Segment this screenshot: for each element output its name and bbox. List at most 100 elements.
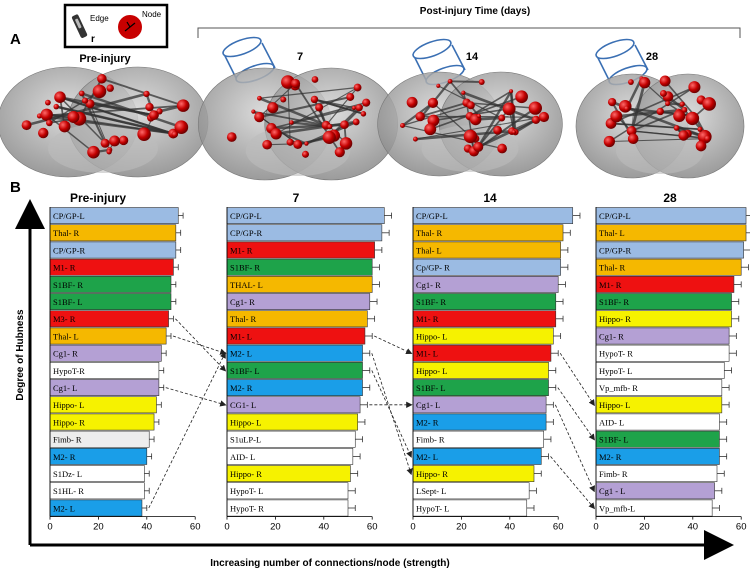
- bar-label: Hippo- L: [599, 400, 630, 410]
- brain-node: [109, 135, 121, 147]
- x-tick-label: 20: [270, 522, 281, 533]
- brain-node: [304, 141, 309, 146]
- brain-node: [360, 111, 367, 117]
- brain-node: [97, 74, 107, 84]
- brain-node: [638, 76, 651, 89]
- rank-change-arrow: [172, 335, 227, 355]
- brain-node: [286, 138, 294, 146]
- brain-node: [424, 123, 437, 136]
- chart-title-28: 28: [663, 191, 677, 205]
- bar-label: CP/GP-L: [53, 211, 85, 221]
- bar-label: S1uLP-L: [230, 435, 261, 445]
- brain-node: [688, 81, 701, 94]
- brain-node: [685, 111, 700, 126]
- brain-node: [118, 135, 129, 146]
- brain-node: [78, 90, 85, 97]
- brain-node: [289, 120, 294, 125]
- bar-label: Cp/GP- R: [416, 263, 450, 273]
- bar-label: M2- L: [53, 503, 75, 513]
- brain-node: [81, 97, 89, 104]
- brain-node: [476, 113, 482, 119]
- bar-label: M1- R: [230, 245, 253, 255]
- bar-label: S1BF- L: [416, 383, 446, 393]
- brain-node: [626, 125, 637, 136]
- brain-node: [67, 111, 80, 123]
- brain-node: [290, 78, 301, 89]
- brain-node: [352, 118, 360, 126]
- bar-label: HypoT- R: [230, 503, 264, 513]
- brain-node: [627, 133, 639, 145]
- brain-node: [226, 132, 237, 142]
- bar-label: M1- R: [599, 280, 622, 290]
- bar-label: HypoT- R: [599, 349, 633, 359]
- bar-label: Thal- R: [230, 314, 257, 324]
- brain-node: [143, 90, 150, 98]
- bar-label: Cg1- R: [53, 349, 78, 359]
- panel-b-letter: B: [10, 179, 21, 196]
- chart-title-7: 7: [293, 191, 300, 205]
- brain-node: [623, 105, 630, 112]
- brain-node: [415, 111, 425, 122]
- bar-label: Hippo- L: [416, 366, 447, 376]
- brain-node: [355, 103, 363, 112]
- brain-node: [502, 102, 516, 116]
- bar-label: M1- L: [230, 331, 252, 341]
- brain-node: [106, 149, 112, 155]
- brain-node: [493, 125, 502, 135]
- brain-node: [406, 96, 418, 108]
- bar-label: Vp_mfb-L: [599, 503, 635, 513]
- brain-title-14: 14: [466, 51, 479, 63]
- brain-node: [106, 84, 114, 92]
- brain-node: [473, 141, 484, 153]
- rank-change-arrow: [371, 370, 412, 458]
- bar-label: M2- R: [53, 452, 76, 462]
- brain-node: [100, 138, 110, 148]
- brain-node: [340, 120, 349, 130]
- bar-label: M2- R: [230, 383, 253, 393]
- brain-node: [40, 108, 53, 121]
- bar-label: AID- L: [599, 417, 624, 427]
- bar-label: CP/GP-L: [230, 211, 262, 221]
- y-axis-title: Degree of Hubness: [15, 309, 26, 401]
- brain-node: [171, 131, 178, 138]
- bar-label: CG1- L: [230, 400, 256, 410]
- brain-title-preinjury: Pre-injury: [79, 53, 131, 65]
- brain-node: [697, 126, 703, 132]
- x-tick-label: 0: [224, 522, 229, 533]
- brain-node: [87, 145, 100, 159]
- brain-node: [251, 109, 256, 114]
- brain-node: [659, 89, 667, 97]
- bar-label: Hippo- L: [416, 331, 447, 341]
- bar-label: Hippo- L: [230, 417, 261, 427]
- legend-edge-sub: r: [91, 34, 95, 45]
- bar-label: M1- R: [416, 314, 439, 324]
- brain-node: [511, 129, 517, 135]
- bar-label: HypoT-R: [53, 366, 85, 376]
- x-tick-label: 0: [593, 522, 598, 533]
- brain-node: [339, 137, 353, 150]
- bar-label: Thal- L: [416, 245, 442, 255]
- brain-node: [149, 110, 159, 121]
- bar-label: Cg1- R: [416, 280, 441, 290]
- bar-label: HypoT- L: [599, 366, 632, 376]
- brain-node: [538, 111, 550, 123]
- brain-node: [509, 89, 514, 94]
- bar-label: THAL- L: [230, 280, 263, 290]
- bar-label: CP/GP-L: [599, 211, 631, 221]
- bar-label: Thal- L: [53, 331, 79, 341]
- brain-node: [301, 150, 310, 158]
- brain-title-7: 7: [297, 51, 303, 63]
- edge-icon: [71, 14, 88, 38]
- panel-a-letter: A: [10, 31, 21, 48]
- brain-node: [270, 128, 282, 140]
- brain-node: [351, 105, 357, 111]
- x-tick-label: 40: [142, 522, 153, 533]
- brain-node: [53, 103, 60, 110]
- brain-node: [137, 127, 151, 141]
- bar-label: S1BF- L: [53, 297, 83, 307]
- brain-node: [531, 115, 541, 125]
- bar-label: S1Dz- L: [53, 469, 82, 479]
- bar-label: M1- L: [416, 349, 438, 359]
- brain-node: [695, 140, 707, 152]
- bar-label: S1BF- R: [416, 297, 446, 307]
